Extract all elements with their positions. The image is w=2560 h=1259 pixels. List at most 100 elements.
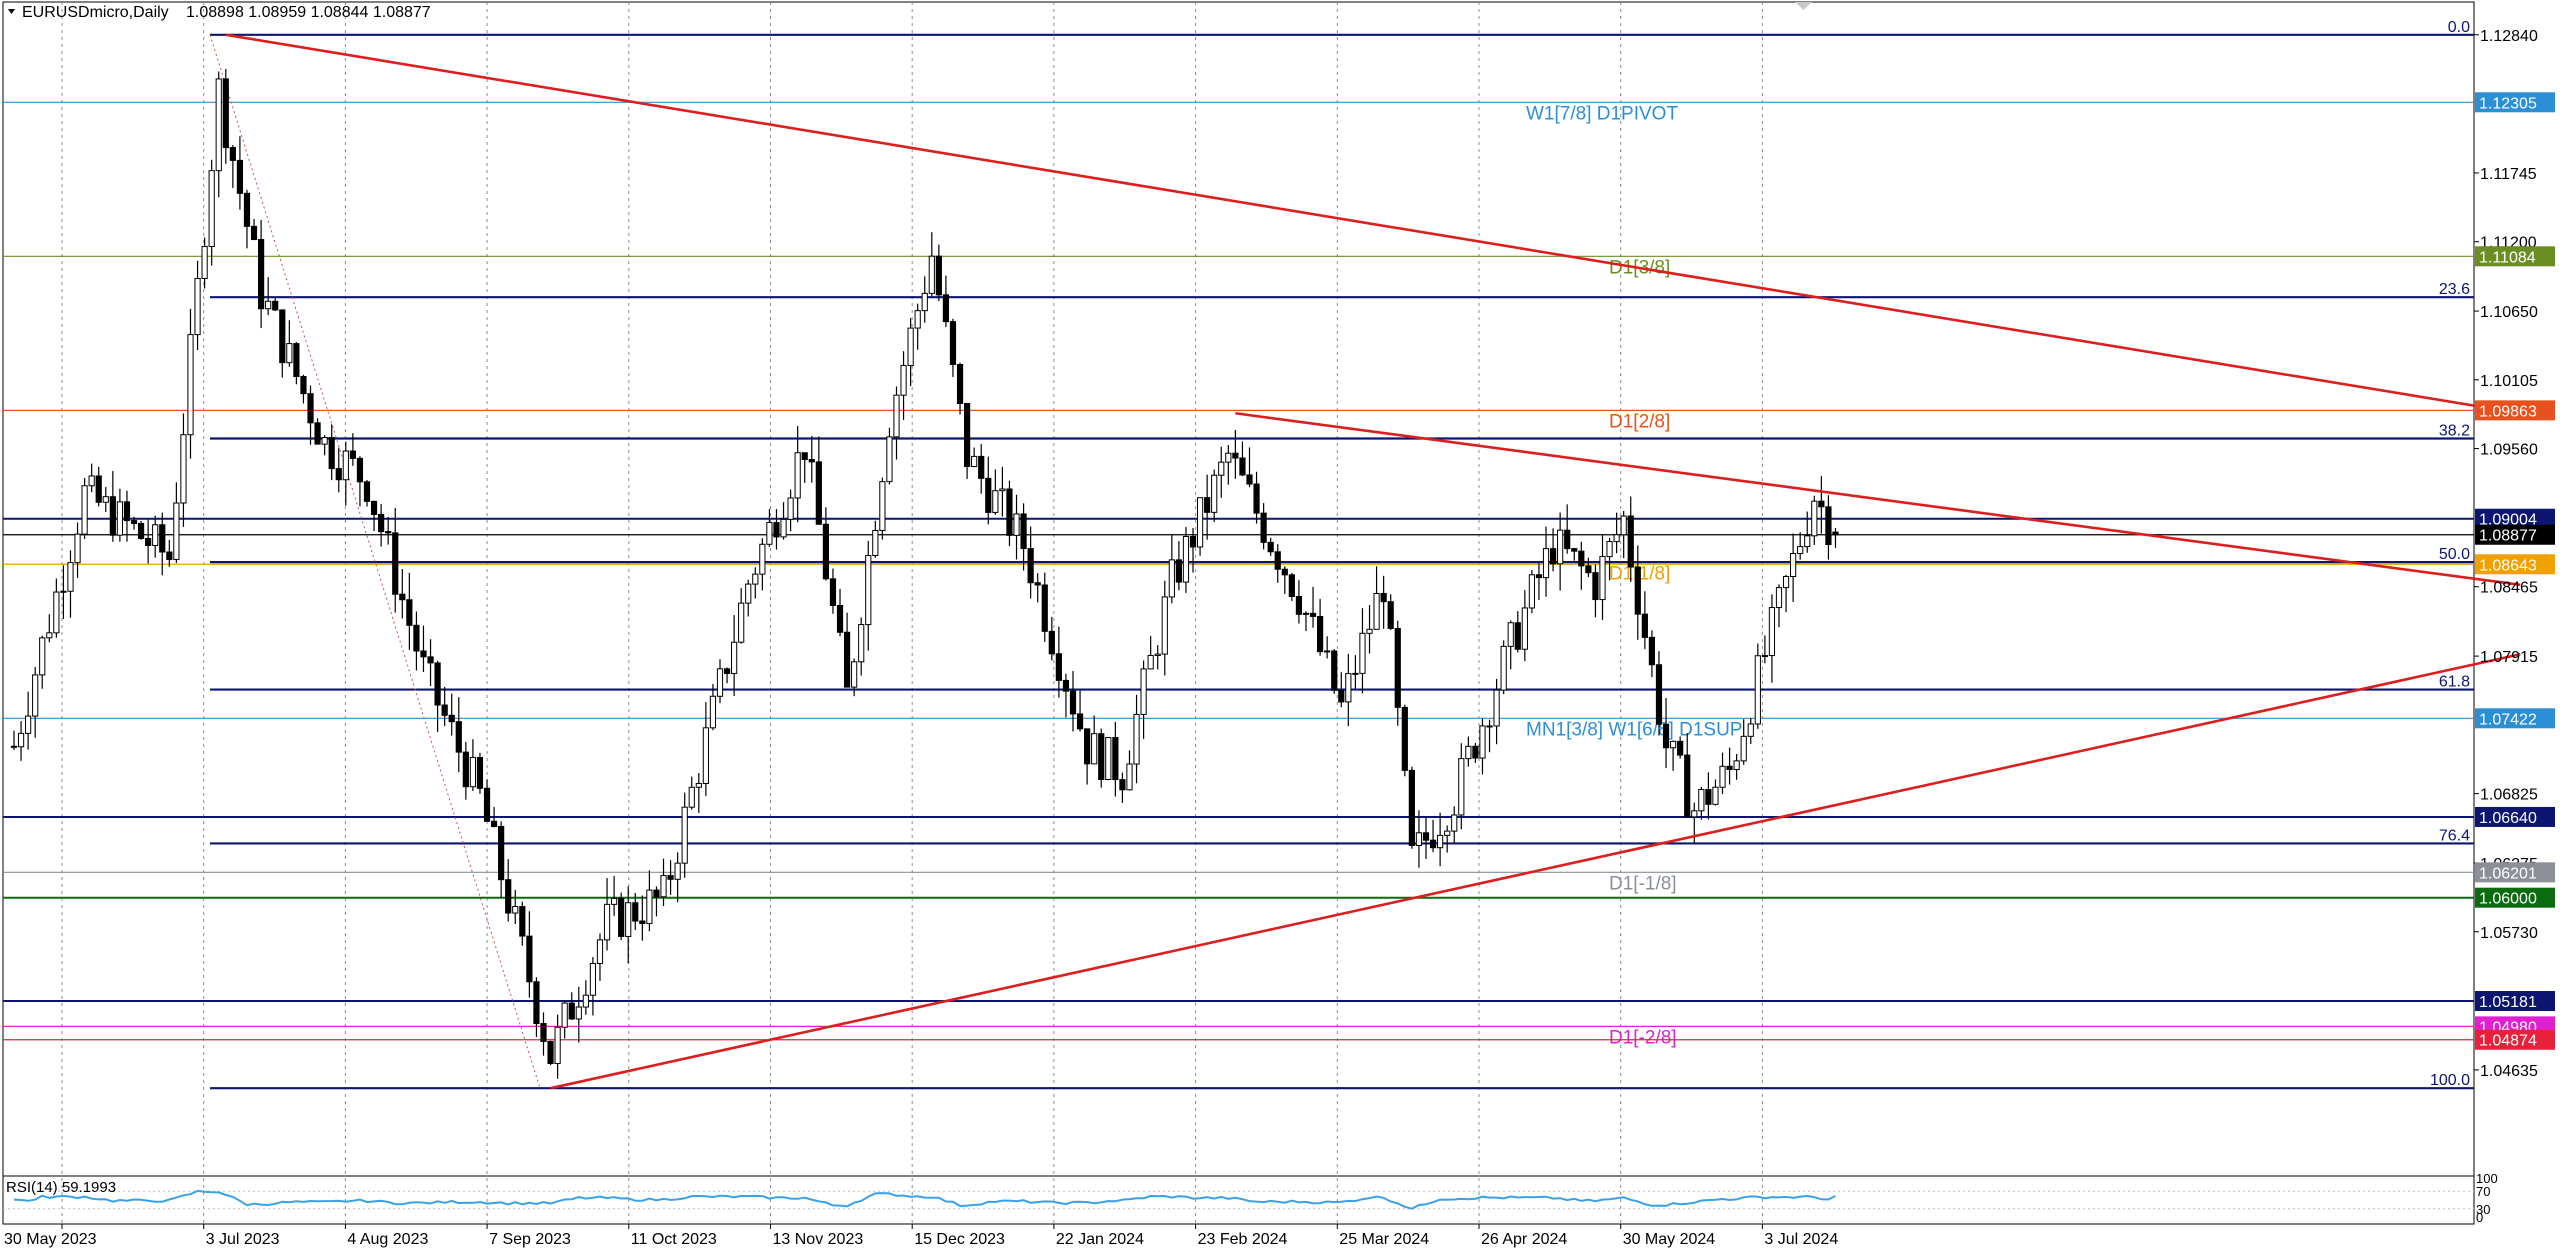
candle-bull: [1182, 536, 1190, 583]
candle-bear: [420, 650, 427, 658]
candle-bull: [766, 522, 773, 545]
candle-bull: [1168, 559, 1175, 598]
candle-bull: [1521, 607, 1528, 650]
price-tag-text: 1.04874: [2479, 1033, 2537, 1050]
candle-bear: [1274, 551, 1281, 570]
candle-bull: [928, 255, 935, 294]
candle-bear: [413, 624, 420, 652]
candle-bear: [1684, 754, 1691, 818]
candle-bear: [843, 631, 851, 688]
candle-bear: [801, 452, 808, 460]
candle-bear: [1535, 574, 1543, 579]
candle-bear: [639, 920, 646, 924]
candle-bull: [582, 994, 589, 1008]
candle-bull: [794, 452, 801, 499]
candle-bear: [985, 477, 992, 513]
symbol-label: EURUSDmicro,Daily: [22, 4, 169, 21]
price-axis: 1.128401.117451.112001.106501.101051.095…: [2474, 28, 2555, 1225]
fib-label: 38.2: [2439, 422, 2470, 439]
candle-bear: [427, 656, 434, 664]
candle-bear: [1112, 737, 1119, 781]
candle-bull: [780, 518, 787, 538]
candle-bull: [921, 292, 928, 312]
candle-bear: [476, 756, 484, 789]
chart-shift-marker-icon[interactable]: [1795, 2, 1812, 10]
candle-bull: [1670, 740, 1677, 749]
candle-bear: [137, 522, 145, 539]
candle-bull: [1528, 574, 1536, 609]
trend-lines[interactable]: [225, 33, 2521, 1090]
candle-bull: [1740, 735, 1747, 762]
candle-bear: [1331, 650, 1338, 691]
candle-bear: [250, 225, 258, 241]
candle-bear: [1189, 536, 1197, 548]
time-tick-label: 23 Feb 2024: [1198, 1231, 1288, 1248]
candle-bear: [1246, 474, 1253, 485]
level-label: MN1[3/8] W1[6/8] D1SUP: [1526, 719, 1742, 740]
candle-bull: [512, 906, 519, 914]
candle-bear: [434, 662, 441, 706]
price-tick-label: 1.12840: [2480, 28, 2538, 45]
price-tag-text: 1.08643: [2479, 557, 2537, 574]
candle-bull: [851, 661, 858, 688]
price-tick-label: 1.10105: [2480, 373, 2538, 390]
time-tick-label: 4 Aug 2023: [347, 1231, 428, 1248]
candle-bear: [1726, 765, 1733, 770]
candle-bull: [759, 543, 766, 575]
candle-bear: [1119, 779, 1126, 791]
time-tick-label: 13 Nov 2023: [773, 1231, 864, 1248]
candle-bear: [498, 825, 505, 881]
candle-bear: [123, 501, 131, 522]
price-tag: [2475, 554, 2555, 575]
candle-bear: [1585, 565, 1592, 574]
candle-bull: [1613, 534, 1620, 543]
candle-bull: [1437, 834, 1444, 849]
price-tick-label: 1.10650: [2480, 304, 2538, 321]
candle-bear: [1472, 745, 1479, 759]
price-tag-text: 1.07422: [2479, 711, 2537, 728]
candle-bear: [526, 935, 533, 983]
candle-bear: [1041, 584, 1048, 632]
candle-bull: [1698, 789, 1705, 812]
price-tag-text: 1.09863: [2479, 403, 2537, 420]
price-tick-label: 1.06825: [2480, 787, 2538, 804]
candle-bull: [173, 502, 180, 560]
candle-bear: [1048, 630, 1055, 655]
candle-bear: [808, 458, 815, 463]
candle-bull: [1761, 655, 1768, 658]
candle-bull: [67, 562, 74, 592]
fibonacci-levels: 0.0 23.6 38.2 50.0 61.8 76.4 100.0: [209, 19, 2474, 1090]
candle-bull: [265, 300, 272, 310]
price-tag-text: 1.06201: [2479, 865, 2537, 882]
candle-bull: [1599, 556, 1606, 601]
chart-menu-icon[interactable]: [8, 9, 15, 14]
price-tick-label: 1.08465: [2480, 580, 2538, 597]
candle-bear: [1634, 566, 1641, 615]
candle-bear: [441, 704, 448, 716]
candle-bear: [533, 981, 540, 1025]
candle-bear: [505, 879, 512, 914]
level-label: W1[7/8] D1PIVOT: [1526, 103, 1678, 124]
candle-bull: [1302, 612, 1310, 615]
candle-bear: [815, 461, 822, 525]
rsi-line: [13, 1189, 1836, 1210]
candle-bull: [321, 437, 328, 445]
candle-bull: [787, 497, 794, 520]
candle-bull: [893, 394, 900, 438]
candle-bull: [1790, 553, 1797, 577]
candle-bear: [1034, 582, 1041, 586]
candle-bull: [1196, 497, 1204, 548]
candle-bull: [858, 624, 865, 663]
level-label: D1[-2/8]: [1609, 1027, 1677, 1048]
candle-bull: [1359, 632, 1366, 674]
candle-bull: [702, 727, 709, 784]
candle-bull: [603, 903, 611, 941]
rsi-axis-label: 30: [2476, 1202, 2490, 1217]
candle-bull: [201, 245, 208, 279]
candle-bear: [773, 522, 780, 538]
candle-bear: [236, 159, 244, 194]
candle-bear: [109, 496, 116, 536]
candle-bear: [462, 751, 469, 788]
